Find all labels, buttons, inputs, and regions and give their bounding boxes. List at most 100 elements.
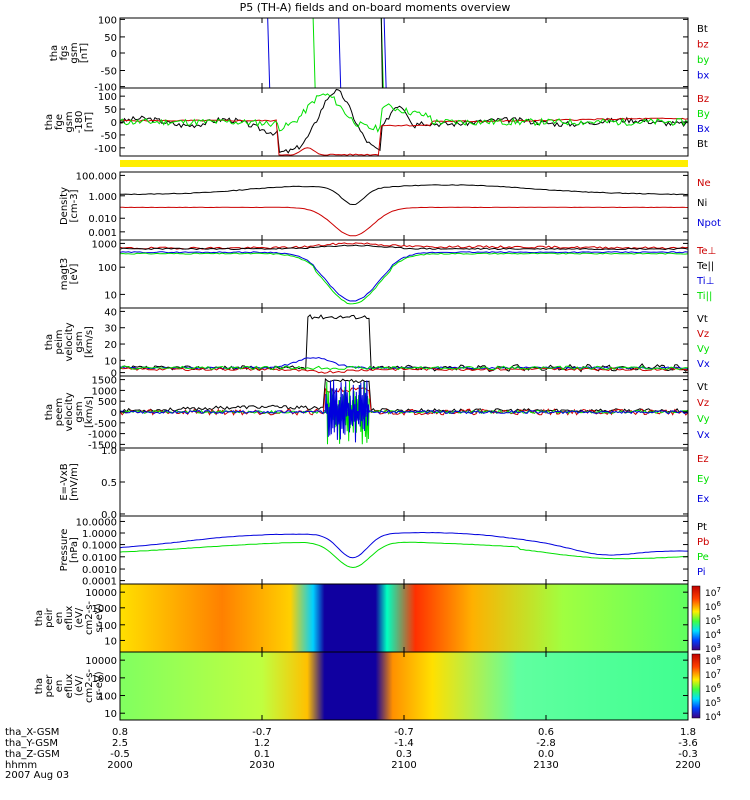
xaxis-value: 0.0 bbox=[538, 749, 554, 760]
peem-legend-vx: Vx bbox=[697, 430, 710, 441]
peem-ytick-label: -1000 bbox=[88, 430, 117, 441]
temp-ylabel: magt3 bbox=[59, 258, 70, 291]
peim-ylabel: [km/s] bbox=[84, 326, 95, 358]
xaxis-row-label: tha_Y-GSM bbox=[5, 738, 58, 749]
xaxis-row-label: tha_X-GSM bbox=[5, 727, 59, 738]
xaxis-value: -0.7 bbox=[394, 727, 414, 738]
pressure-ylabel: Pressure bbox=[59, 529, 70, 572]
density-ylabel: Density bbox=[59, 187, 70, 225]
peer-ylabel: sr-eV) bbox=[94, 671, 105, 700]
temp-teperp bbox=[119, 242, 689, 250]
fge-ytick-label: -50 bbox=[101, 131, 117, 142]
peer-colorbar-label: 107 bbox=[705, 668, 721, 681]
density-ytick-label: 1.000 bbox=[88, 192, 117, 203]
fge-ytick-label: 50 bbox=[104, 105, 117, 116]
efield-frame bbox=[119, 447, 689, 517]
fge-legend-bx: Bx bbox=[697, 124, 710, 135]
fgs-frame bbox=[119, 17, 689, 89]
fge-ylabel: [nT] bbox=[84, 112, 95, 132]
pressure-ytick-label: 10.0000 bbox=[76, 517, 117, 528]
temp-legend-ti||: Ti|| bbox=[696, 291, 712, 302]
peim-ytick-label: 20 bbox=[104, 340, 117, 351]
fge-legend-bt: Bt bbox=[697, 139, 708, 150]
peer-spectrogram bbox=[120, 652, 688, 720]
fgs-trace-1 bbox=[312, 17, 316, 89]
density-ytick-label: 0.010 bbox=[88, 214, 117, 225]
peer-colorbar-label: 105 bbox=[705, 696, 721, 709]
xaxis-value: 2000 bbox=[107, 760, 132, 771]
peim-ytick-label: 30 bbox=[104, 324, 117, 335]
peer-ylabel: en bbox=[54, 680, 65, 693]
peer-ytick-label: 100 bbox=[98, 692, 117, 703]
fgs-ylabel: fgs bbox=[59, 45, 70, 60]
peim-vz bbox=[119, 367, 689, 374]
density-legend-npot: Npot bbox=[697, 218, 721, 229]
peir-colorbar bbox=[691, 585, 701, 651]
peir-ylabel: en bbox=[54, 612, 65, 625]
peem-legend-vy: Vy bbox=[697, 414, 710, 425]
peem-vx-burst bbox=[324, 379, 370, 443]
xaxis-value: -1.4 bbox=[394, 738, 414, 749]
fge-ylabel: -180 bbox=[74, 111, 85, 134]
peir-colorbar-label: 105 bbox=[705, 614, 721, 627]
efield-ytick-label: 0.0 bbox=[101, 510, 117, 521]
efield-ylabel: [mV/m] bbox=[69, 463, 80, 501]
peim-ylabel: tha bbox=[44, 334, 55, 350]
temp-frame bbox=[119, 239, 689, 309]
fgs-legend-bz: bz bbox=[697, 40, 709, 51]
fgs-trace-2 bbox=[338, 17, 342, 89]
temp-legend-te||: Te|| bbox=[696, 261, 714, 272]
pressure-ytick-label: 1.0000 bbox=[82, 529, 117, 540]
peem-ytick-label: 1000 bbox=[92, 386, 117, 397]
xaxis-value: 2.5 bbox=[112, 738, 128, 749]
peim-vt bbox=[119, 314, 689, 373]
peer-colorbar-label: 108 bbox=[705, 654, 721, 667]
xaxis-value: 1.8 bbox=[680, 727, 696, 738]
fge-ylabel: fge bbox=[54, 114, 65, 130]
peir-ytick-label: 100 bbox=[98, 621, 117, 632]
peem-ylabel: gsm bbox=[74, 401, 85, 422]
peem-ylabel: [km/s] bbox=[84, 396, 95, 428]
peim-legend-vt: Vt bbox=[697, 314, 708, 325]
xaxis-row-label: hhmm bbox=[5, 760, 37, 771]
pressure-ytick-label: 0.0001 bbox=[82, 577, 117, 588]
peim-ylabel: peim bbox=[54, 329, 65, 354]
efield-ytick-label: 1.0 bbox=[101, 446, 117, 457]
peim-legend-vx: Vx bbox=[697, 359, 710, 370]
peem-vt bbox=[119, 377, 689, 414]
peer-ylabel: tha bbox=[34, 678, 45, 694]
fge-ylabel: gsm bbox=[64, 111, 75, 132]
xaxis-value: -3.6 bbox=[678, 738, 698, 749]
peim-ytick-label: 10 bbox=[104, 356, 117, 367]
peir-spectrogram bbox=[120, 584, 688, 652]
xaxis-date: 2007 Aug 03 bbox=[5, 770, 69, 781]
density-ne bbox=[120, 206, 689, 237]
temp-ytick-label: 100 bbox=[98, 263, 117, 274]
fgs-ytick-label: 0 bbox=[111, 49, 117, 60]
xaxis-value: 0.3 bbox=[396, 749, 412, 760]
peim-vy bbox=[119, 365, 689, 371]
peem-ylabel: velocity bbox=[64, 392, 75, 431]
peim-vx bbox=[119, 356, 689, 370]
efield-legend-ex: Ex bbox=[697, 494, 709, 505]
peem-ytick-label: 0 bbox=[111, 408, 117, 419]
peir-ytick-label: 10 bbox=[104, 636, 117, 647]
pressure-ylabel: [nPa] bbox=[69, 537, 80, 563]
temp-tiperp bbox=[119, 251, 689, 302]
peir-colorbar-label: 107 bbox=[705, 586, 721, 599]
peem-ytick-label: -500 bbox=[94, 419, 117, 430]
efield-ylabel: E=-VxB bbox=[59, 463, 70, 500]
xaxis-value: -2.8 bbox=[536, 738, 556, 749]
fgs-trace-0 bbox=[267, 17, 271, 89]
xaxis-value: -0.7 bbox=[252, 727, 272, 738]
pressure-ytick-label: 0.0100 bbox=[82, 553, 117, 564]
xaxis-value: 0.1 bbox=[254, 749, 270, 760]
density-frame bbox=[119, 171, 689, 241]
density-legend-ni: Ni bbox=[697, 198, 707, 209]
fge-legend-bz: Bz bbox=[697, 94, 709, 105]
fgs-ytick-label: -50 bbox=[101, 67, 117, 78]
peir-ylabel: sr-eV) bbox=[94, 603, 105, 632]
temp-legend-ti⊥: Ti⊥ bbox=[696, 276, 714, 287]
temp-tepar bbox=[119, 244, 689, 251]
